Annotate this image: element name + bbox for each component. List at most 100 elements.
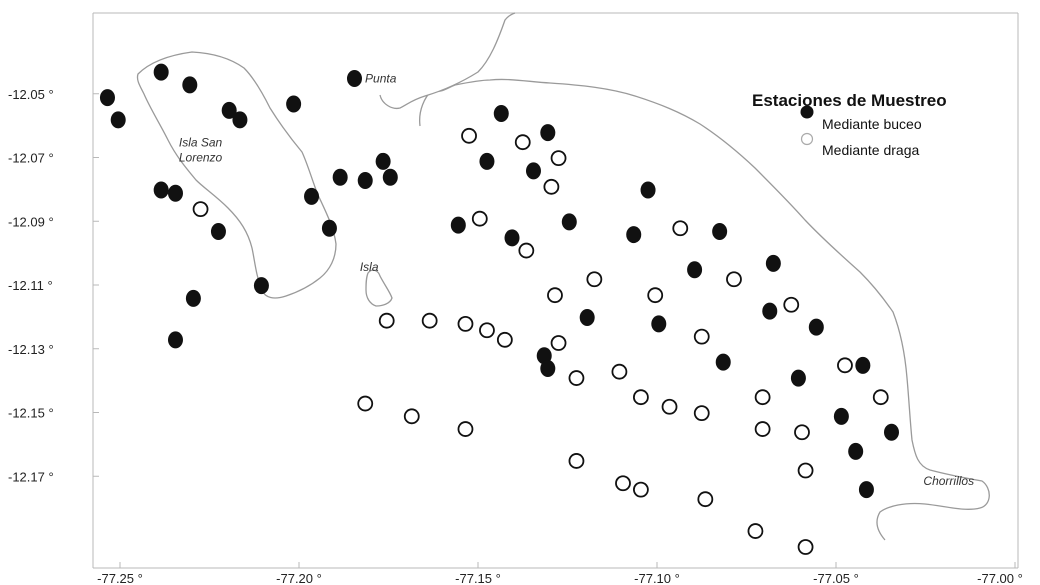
station-buceo-marker — [540, 360, 556, 378]
lon-tick-label: -77.15 ° — [455, 571, 501, 585]
station-draga-marker — [693, 405, 710, 422]
coastline — [136, 12, 990, 541]
station-buceo-marker — [808, 318, 824, 336]
station-draga-marker — [797, 462, 814, 479]
place-label: Chorrillos — [923, 474, 974, 488]
station-buceo-marker — [185, 289, 201, 307]
legend-marker-filled — [800, 105, 814, 119]
station-draga-marker — [754, 421, 771, 437]
station-draga-marker — [357, 395, 374, 412]
station-buceo-marker — [110, 111, 126, 129]
station-buceo-marker — [210, 222, 226, 240]
station-draga-marker — [543, 178, 560, 195]
longitude-axis: -77.25 ° -77.20 ° -77.15 ° -77.10 ° -77.05 °… — [97, 562, 1023, 585]
lon-tick-label: -77.00 ° — [977, 571, 1023, 585]
station-draga-marker — [611, 363, 628, 380]
station-draga-marker — [547, 287, 563, 304]
station-buceo-marker — [304, 187, 320, 205]
buceo-stations — [99, 63, 899, 499]
station-draga-marker — [457, 421, 474, 437]
station-buceo-marker — [848, 442, 864, 460]
station-draga-marker — [421, 312, 438, 329]
station-draga-marker — [378, 312, 395, 329]
station-draga-marker — [837, 357, 853, 374]
lon-tick-label: -77.20 ° — [276, 571, 322, 585]
station-draga-marker — [568, 370, 585, 386]
station-buceo-marker — [182, 76, 198, 94]
place-label-line: Isla San — [179, 135, 223, 149]
station-draga-marker — [568, 453, 585, 469]
place-label-line: Isla — [360, 260, 379, 274]
station-buceo-marker — [321, 219, 337, 237]
station-buceo-marker — [858, 481, 874, 499]
station-buceo-marker — [286, 95, 302, 113]
place-label: Isla — [360, 260, 379, 274]
station-buceo-marker — [221, 101, 237, 119]
station-draga-marker — [479, 322, 495, 339]
station-buceo-marker — [855, 356, 871, 374]
station-buceo-marker — [762, 302, 778, 320]
station-buceo-marker — [626, 226, 642, 244]
station-buceo-marker — [504, 229, 520, 247]
station-draga-marker — [747, 523, 764, 539]
station-buceo-marker — [715, 353, 731, 371]
lat-tick-label: -12.09 ° — [8, 214, 54, 229]
station-draga-marker — [586, 271, 603, 288]
place-label-line: Chorrillos — [923, 474, 974, 488]
station-draga-marker — [754, 389, 771, 406]
station-buceo-marker — [540, 124, 556, 142]
station-draga-marker — [550, 150, 567, 167]
isla-san-lorenzo — [136, 51, 337, 299]
station-buceo-marker — [253, 277, 269, 295]
station-buceo-marker — [382, 168, 398, 186]
legend: Estaciones de Muestreo Mediante buceo Me… — [752, 91, 947, 158]
coastline-mainland — [419, 78, 990, 541]
station-buceo-marker — [687, 261, 703, 279]
station-buceo-marker — [153, 63, 169, 81]
plot-frame — [92, 12, 1019, 569]
station-draga-marker — [783, 296, 800, 313]
station-draga-marker — [514, 134, 531, 151]
station-buceo-marker — [651, 315, 667, 333]
station-buceo-marker — [765, 254, 781, 272]
station-draga-marker — [457, 315, 474, 332]
station-draga-marker — [496, 331, 513, 348]
station-buceo-marker — [883, 423, 899, 441]
station-draga-marker — [461, 127, 477, 144]
station-buceo-marker — [712, 222, 728, 240]
lat-tick-label: -12.07 ° — [8, 151, 54, 166]
station-draga-marker — [797, 539, 814, 555]
station-buceo-marker — [640, 181, 656, 199]
station-buceo-marker — [561, 213, 577, 231]
isla-el-fronton — [365, 269, 393, 307]
lat-tick-label: -12.15 ° — [8, 406, 54, 421]
station-draga-marker — [726, 271, 742, 288]
station-draga-marker — [192, 201, 209, 218]
station-buceo-marker — [167, 184, 183, 202]
station-draga-marker — [872, 389, 889, 406]
station-buceo-marker — [536, 347, 552, 365]
lat-tick-label: -12.17 ° — [8, 469, 54, 484]
station-buceo-marker — [450, 216, 466, 234]
station-buceo-marker — [479, 152, 495, 170]
station-buceo-marker — [232, 111, 248, 129]
legend-title: Estaciones de Muestreo — [752, 91, 947, 110]
latitude-axis: -12.05 ° -12.07 ° -12.09 ° -12.11 ° -12.13 °… — [8, 87, 99, 484]
legend-marker-open — [800, 132, 814, 146]
station-draga-marker — [403, 408, 420, 425]
station-buceo-marker — [99, 89, 115, 107]
station-buceo-marker — [332, 168, 348, 186]
station-draga-marker — [632, 481, 649, 498]
station-draga-marker — [632, 389, 649, 406]
station-draga-marker — [647, 287, 664, 304]
lon-tick-label: -77.05 ° — [813, 571, 859, 585]
lat-tick-label: -12.05 ° — [8, 87, 54, 102]
station-draga-marker — [615, 475, 631, 492]
station-buceo-marker — [790, 369, 806, 387]
station-draga-marker — [661, 398, 678, 415]
place-label: Isla San Lorenzo — [179, 135, 223, 164]
lat-tick-label: -12.13 ° — [8, 342, 54, 357]
place-label-line: Lorenzo — [179, 150, 223, 164]
station-buceo-marker — [525, 162, 541, 180]
